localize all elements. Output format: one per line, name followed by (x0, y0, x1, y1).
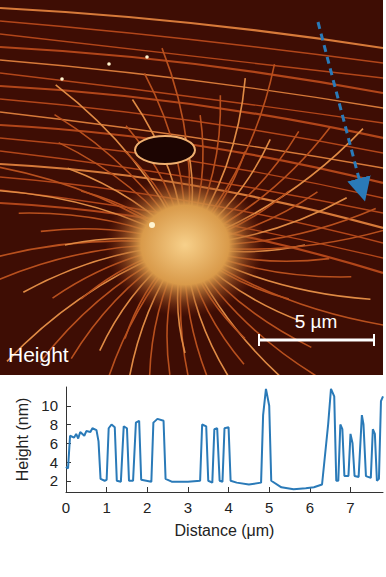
svg-text:Height (nm): Height (nm) (14, 398, 31, 482)
svg-text:2: 2 (143, 499, 151, 516)
svg-text:6: 6 (306, 499, 314, 516)
svg-text:2: 2 (50, 472, 58, 489)
svg-text:3: 3 (184, 499, 192, 516)
svg-text:0: 0 (62, 499, 70, 516)
svg-text:8: 8 (50, 416, 58, 433)
svg-text:Height: Height (8, 343, 69, 366)
svg-text:4: 4 (224, 499, 232, 516)
svg-text:4: 4 (50, 454, 58, 471)
svg-text:7: 7 (346, 499, 354, 516)
svg-text:5: 5 (265, 499, 273, 516)
svg-text:6: 6 (50, 435, 58, 452)
svg-text:5 µm: 5 µm (295, 311, 338, 332)
svg-text:1: 1 (102, 499, 110, 516)
svg-text:Distance (μm): Distance (μm) (175, 522, 275, 539)
svg-text:10: 10 (41, 397, 58, 414)
